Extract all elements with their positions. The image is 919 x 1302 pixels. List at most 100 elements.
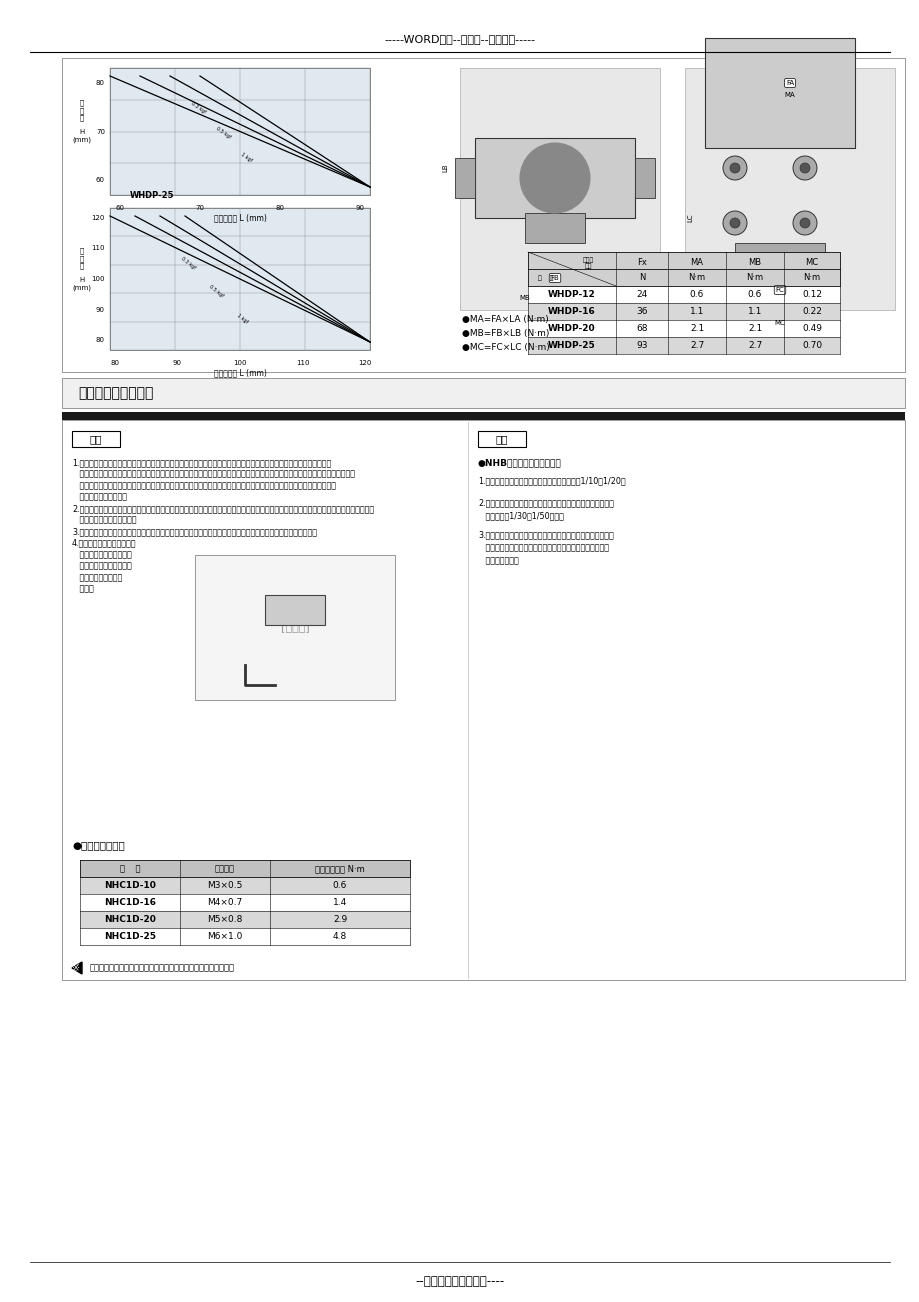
Text: 4.8: 4.8 (333, 932, 346, 941)
Text: 0.6: 0.6 (747, 290, 761, 299)
Bar (62, 59, 904, 372)
Bar (734, 243, 824, 273)
Text: 90: 90 (96, 306, 105, 312)
Text: [工具图]: [工具图] (280, 622, 309, 633)
Text: 1.1: 1.1 (747, 307, 761, 316)
Text: 0.22: 0.22 (801, 307, 821, 316)
Text: MA: MA (784, 92, 795, 98)
Text: 型    号: 型 号 (538, 276, 553, 281)
Text: 100: 100 (233, 359, 246, 366)
Circle shape (800, 163, 809, 173)
Text: 抓取点位置较长及空气压力较高时，手指滑块部会产生过大抓取容差，造成手指滑块破损。请务必参照抓取点限制范围图，: 抓取点位置较长及空气压力较高时，手指滑块部会产生过大抓取容差，造成手指滑块破损。… (72, 480, 335, 490)
Bar (455, 158, 474, 198)
Text: 60: 60 (96, 177, 105, 184)
Text: 0.3 kgf: 0.3 kgf (190, 102, 207, 115)
Text: M6×1.0: M6×1.0 (207, 932, 243, 941)
Text: 110: 110 (91, 246, 105, 251)
Bar (528, 303, 839, 320)
Text: NHC1D-20: NHC1D-20 (104, 915, 155, 924)
Text: N·m: N·m (687, 273, 705, 283)
Text: WHDP-25: WHDP-25 (130, 191, 175, 201)
Text: -----WORD格式--可编辑--专业资料-----: -----WORD格式--可编辑--专业资料----- (384, 34, 535, 44)
Text: MC: MC (774, 320, 785, 326)
Circle shape (722, 156, 746, 180)
Text: ※: ※ (71, 963, 79, 973)
Text: 抓
取
量

H
(mm): 抓 取 量 H (mm) (73, 99, 91, 143)
Text: 抓
取
量

H
(mm): 抓 取 量 H (mm) (73, 247, 91, 290)
Bar (634, 158, 654, 198)
Bar (685, 68, 894, 310)
Circle shape (722, 211, 746, 234)
Text: LC: LC (686, 214, 692, 223)
Text: M5×0.8: M5×0.8 (207, 915, 243, 924)
Text: WHDP-16: WHDP-16 (548, 307, 596, 316)
Text: 80: 80 (275, 204, 284, 211)
Text: LB: LB (441, 164, 448, 172)
Bar (195, 555, 394, 700)
Text: 2.1: 2.1 (689, 324, 703, 333)
Text: 尽量控制冲击再抓取工件。: 尽量控制冲击再抓取工件。 (72, 516, 136, 525)
Text: 1 kgf: 1 kgf (236, 314, 248, 324)
Text: 1.在手指滑块上安装抓手时，请尽可能选择小轻量型，如抓手过大过重，则开闭时的冲击力会变大，可能导致抓取精度下降: 1.在手指滑块上安装抓手时，请尽可能选择小轻量型，如抓手过大过重，则开闭时的冲击… (72, 458, 331, 467)
Text: 3.使气动手指直进或旋转移动时，请在移动中使用液压缓冲器等以便平缓地停止。如突然停止将导致工件飞出落下。: 3.使气动手指直进或旋转移动时，请在移动中使用液压缓冲器等以便平缓地停止。如突然… (72, 527, 317, 536)
Bar (72, 431, 119, 447)
Text: 110: 110 (295, 359, 309, 366)
Text: 2.1: 2.1 (747, 324, 761, 333)
Bar (528, 320, 839, 337)
Text: 70: 70 (96, 129, 105, 134)
Text: M3×0.5: M3×0.5 (207, 881, 243, 891)
Text: 2.7: 2.7 (689, 341, 703, 350)
Text: WHDP-25: WHDP-25 (548, 341, 596, 350)
Text: 1.请将实际抓取工件的质量设定成有效把持力的1/10－1/20。: 1.请将实际抓取工件的质量设定成有效把持力的1/10－1/20。 (478, 477, 625, 486)
Text: MB: MB (748, 258, 761, 267)
Text: 抓取点长度 L (mm): 抓取点长度 L (mm) (213, 214, 267, 223)
Text: N·m: N·m (745, 273, 763, 283)
Polygon shape (72, 962, 82, 974)
Text: 90: 90 (355, 204, 364, 211)
Text: 80: 80 (110, 359, 119, 366)
Text: 1.4: 1.4 (333, 898, 346, 907)
Text: 0.3 kgf: 0.3 kgf (180, 255, 197, 271)
Text: 抓取工件的质量也大不相同。因此，最终请以样表或图表中: 抓取工件的质量也大不相同。因此，最终请以样表或图表中 (478, 543, 608, 552)
Bar (528, 286, 839, 303)
Text: 90: 90 (173, 359, 182, 366)
Text: MB: MB (519, 296, 529, 301)
Text: 2.在抓取工件的状态下移动气动手指时，请将工件质量设定成有: 2.在抓取工件的状态下移动气动手指时，请将工件质量设定成有 (478, 497, 613, 506)
Bar (62, 378, 904, 408)
Bar (80, 928, 410, 945)
Text: 请在完全了解手指滑块及手指滑块安装基面倒角度后再进行使用。: 请在完全了解手指滑块及手指滑块安装基面倒角度后再进行使用。 (90, 963, 234, 973)
Text: 80: 80 (96, 79, 105, 86)
Bar (528, 337, 839, 354)
Bar (80, 894, 410, 911)
Text: FA: FA (785, 79, 793, 86)
Text: 120: 120 (92, 215, 105, 221)
Text: 0.6: 0.6 (689, 290, 703, 299)
Text: WHDP-12: WHDP-12 (548, 290, 596, 299)
Text: ●MA=FA×LA (N·m): ●MA=FA×LA (N·m) (461, 315, 548, 324)
Text: FC: FC (775, 286, 784, 293)
Text: 60: 60 (116, 204, 124, 211)
Text: 效把持力的1/30－1/50左右。: 效把持力的1/30－1/50左右。 (478, 510, 563, 519)
Text: NHC1D-16: NHC1D-16 (104, 898, 156, 907)
Bar (478, 431, 526, 447)
Text: NHC1D-25: NHC1D-25 (104, 932, 156, 941)
Text: 使用螺频: 使用螺频 (215, 865, 234, 874)
Text: 80: 80 (96, 337, 105, 342)
Text: 2.手指滑块的开闭速度超出工件所需速度时，开闭式的冲击力增大，将引起抓取精度下降或起动部等的损伤及破损，因此请使用节流阀等工具，: 2.手指滑块的开闭速度超出工件所需速度时，开闭式的冲击力增大，将引起抓取精度下降… (72, 504, 374, 513)
Text: 请用扔手等弹性，以免推: 请用扔手等弹性，以免推 (72, 549, 131, 559)
Circle shape (792, 156, 816, 180)
Bar (528, 253, 839, 286)
Text: 型    号: 型 号 (119, 865, 140, 874)
Text: 0.6: 0.6 (333, 881, 346, 891)
Text: M4×0.7: M4×0.7 (207, 898, 243, 907)
Text: 120: 120 (357, 359, 371, 366)
Text: 并在规定范围内使用。: 并在规定范围内使用。 (72, 492, 127, 501)
Text: 93: 93 (636, 341, 647, 350)
Text: 最大拧紧扩矩 N·m: 最大拧紧扩矩 N·m (315, 865, 365, 874)
Text: Fx: Fx (636, 258, 646, 267)
Text: 0.12: 0.12 (801, 290, 821, 299)
Bar (110, 68, 369, 195)
Bar (62, 421, 904, 980)
Bar (80, 878, 410, 894)
Text: 68: 68 (636, 324, 647, 333)
